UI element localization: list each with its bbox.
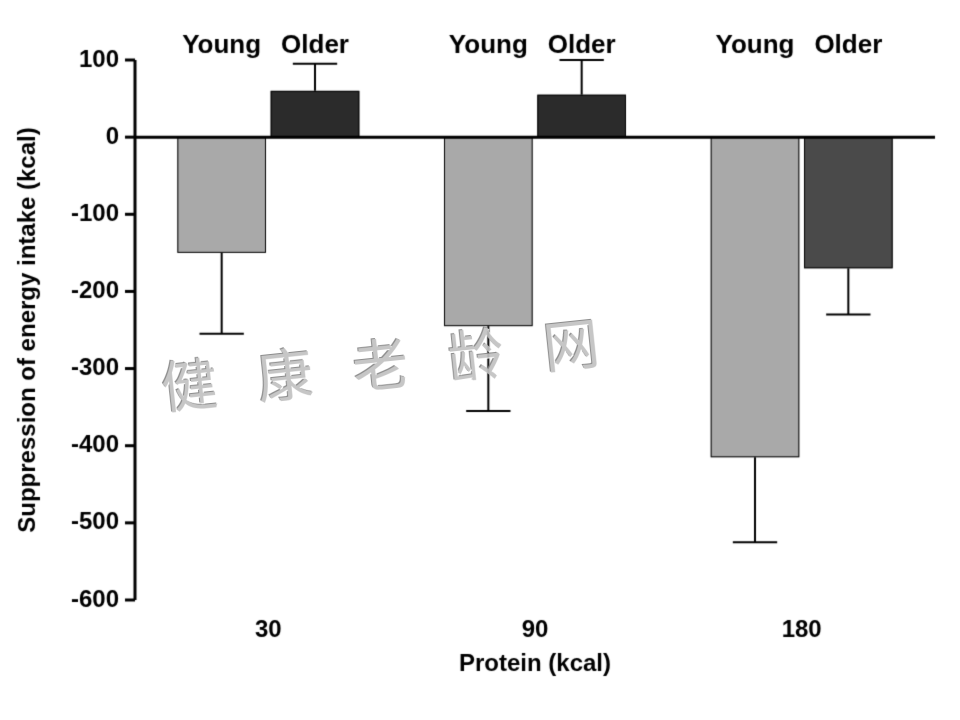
energy-intake-bar-chart bbox=[0, 0, 960, 720]
